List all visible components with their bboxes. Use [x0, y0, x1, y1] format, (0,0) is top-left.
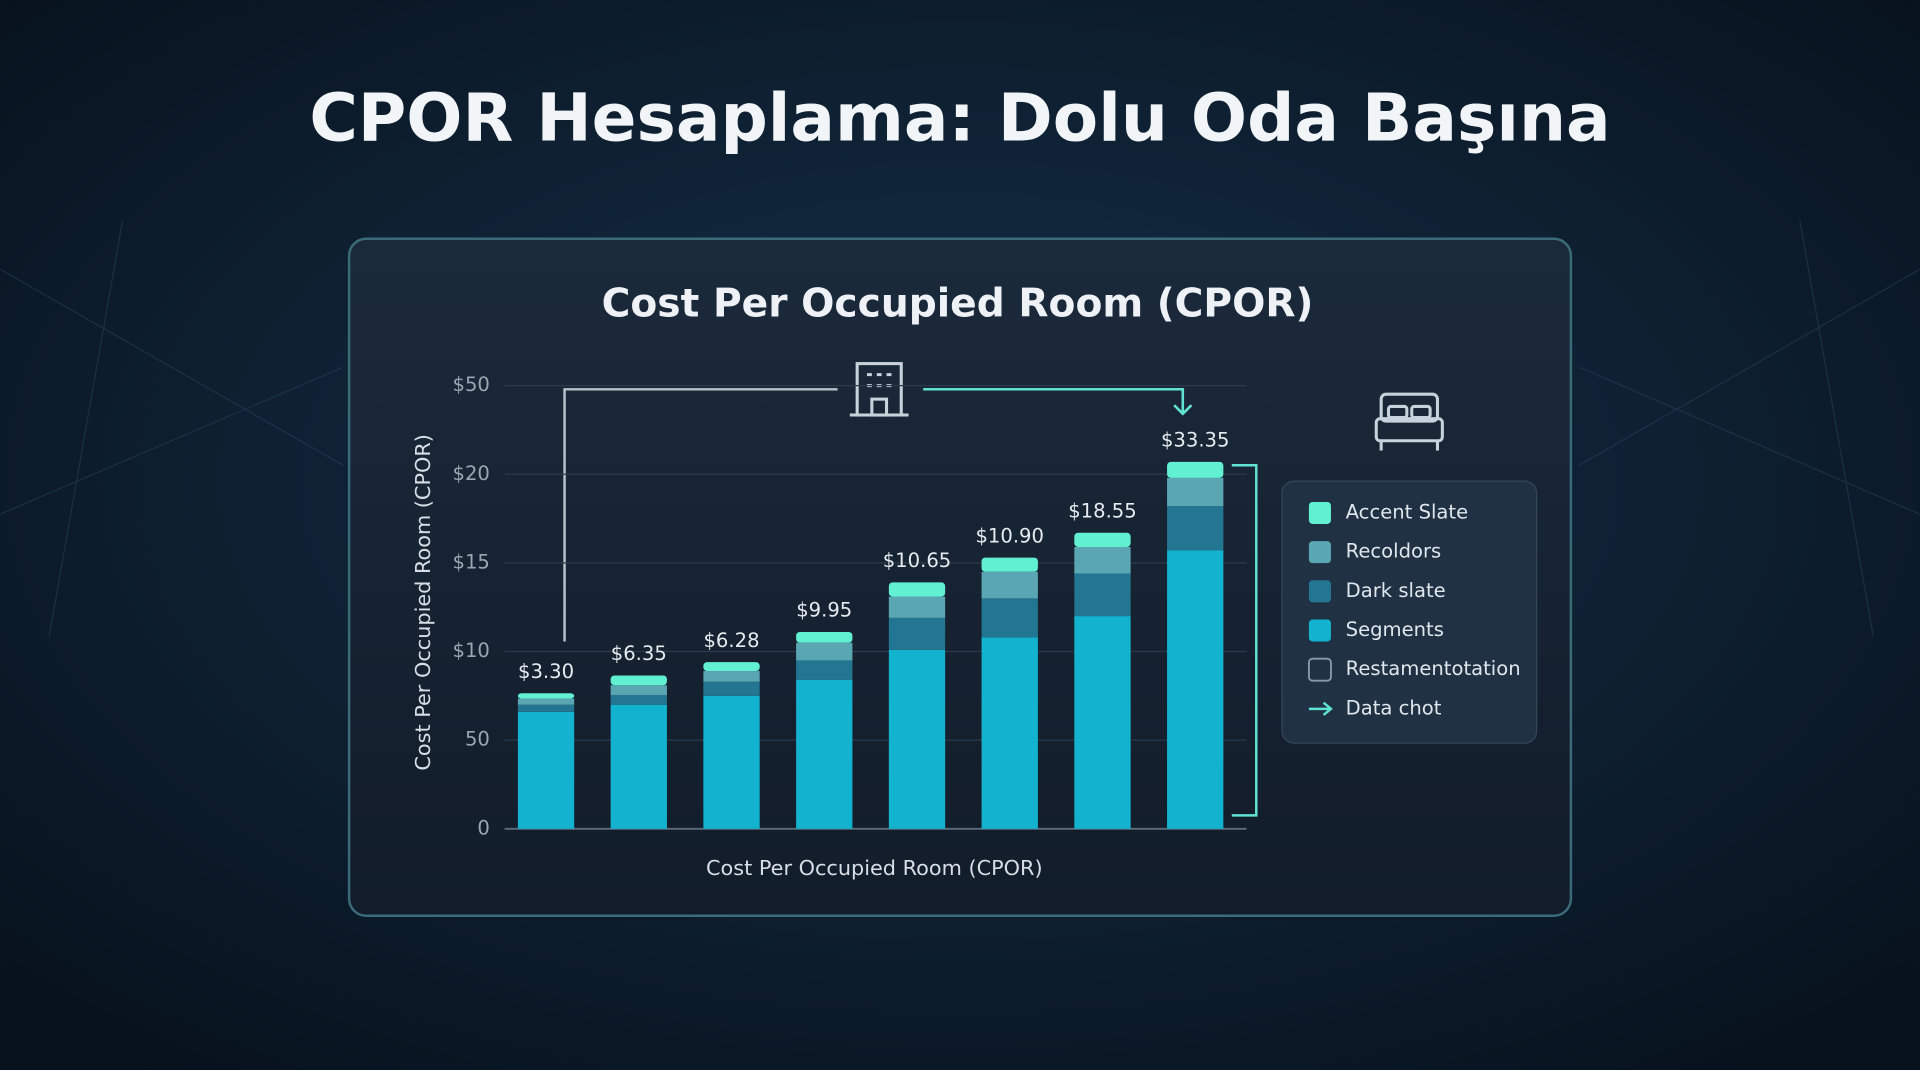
x-axis-label: Cost Per Occupied Room (CPOR): [706, 856, 1043, 880]
legend-swatch: [1308, 501, 1331, 524]
y-tick-label: $50: [453, 373, 490, 396]
bar-segment: [1167, 461, 1224, 478]
page-title: CPOR Hesaplama: Dolu Oda Başına: [309, 79, 1610, 156]
bar-segment: [610, 704, 667, 829]
y-axis-label: Cost Per Occupied Room (CPOR): [411, 434, 435, 771]
legend-label: Segments: [1346, 618, 1444, 641]
bar-label: $9.95: [796, 599, 852, 622]
legend-label: Recoldors: [1346, 540, 1442, 563]
bar-segment: [981, 637, 1038, 829]
bar-segment: [796, 642, 853, 661]
bar-segment: [888, 596, 946, 618]
connector-accent: [923, 388, 1193, 416]
y-tick-label: $15: [453, 550, 490, 573]
legend-swatch: [1308, 541, 1331, 564]
background-lines: [0, 220, 1920, 637]
bar-label: $3.30: [518, 660, 574, 683]
bar-label: $10.65: [883, 549, 952, 572]
bar-segment: [1167, 550, 1224, 829]
bed-icon: [1374, 392, 1444, 451]
bar-segment: [610, 694, 667, 705]
bar-segment: [703, 695, 760, 829]
bar-segment: [703, 671, 760, 682]
hotel-icon: [849, 362, 909, 417]
bar-segment: [981, 571, 1038, 599]
bar-segment: [703, 681, 760, 696]
bar-segment: [703, 662, 760, 672]
bar-segment: [517, 698, 575, 705]
legend-swatch: [1308, 619, 1331, 642]
legend-label: Accent Slate: [1346, 500, 1469, 523]
bar-segment: [517, 704, 575, 712]
bracket: [1231, 463, 1258, 817]
bar-segment: [796, 632, 853, 643]
legend-swatch: [1308, 580, 1331, 603]
legend-label: Dark slate: [1346, 579, 1446, 602]
y-tick-label: 0: [477, 816, 489, 839]
bar-segment: [888, 649, 946, 829]
y-tick-label: $20: [453, 462, 490, 485]
bar-segment: [1074, 546, 1131, 574]
legend-swatch: [1307, 657, 1332, 682]
legend-label: Data chot: [1346, 696, 1442, 719]
bar-segment: [1167, 477, 1224, 507]
bar-segment: [1074, 573, 1131, 617]
bar-segment: [610, 685, 667, 695]
bar-label: $10.90: [975, 524, 1044, 547]
bar-segment: [888, 582, 946, 597]
bar-segment: [517, 711, 575, 829]
bar-segment: [1074, 616, 1131, 829]
legend-box: [1281, 480, 1538, 744]
bar-segment: [981, 557, 1038, 572]
bar-label: $6.28: [703, 629, 759, 652]
bar-segment: [1167, 506, 1224, 551]
bar-label: $18.55: [1068, 499, 1137, 522]
bar-label: $6.35: [611, 642, 667, 665]
legend-label: Restamentotation: [1346, 657, 1521, 680]
bar-segment: [610, 675, 667, 686]
bar-segment: [888, 617, 946, 650]
bar-segment: [796, 660, 853, 680]
bar-segment: [796, 679, 853, 829]
bar-segment: [981, 598, 1038, 638]
bar-segment: [1074, 532, 1131, 547]
bar-label: $33.35: [1161, 429, 1230, 452]
chart-title: Cost Per Occupied Room (CPOR): [602, 282, 1314, 327]
bar-segment: [517, 693, 575, 699]
y-tick-label: $10: [453, 639, 490, 662]
legend-arrow: [1308, 701, 1333, 716]
y-tick-label: 50: [465, 728, 490, 751]
